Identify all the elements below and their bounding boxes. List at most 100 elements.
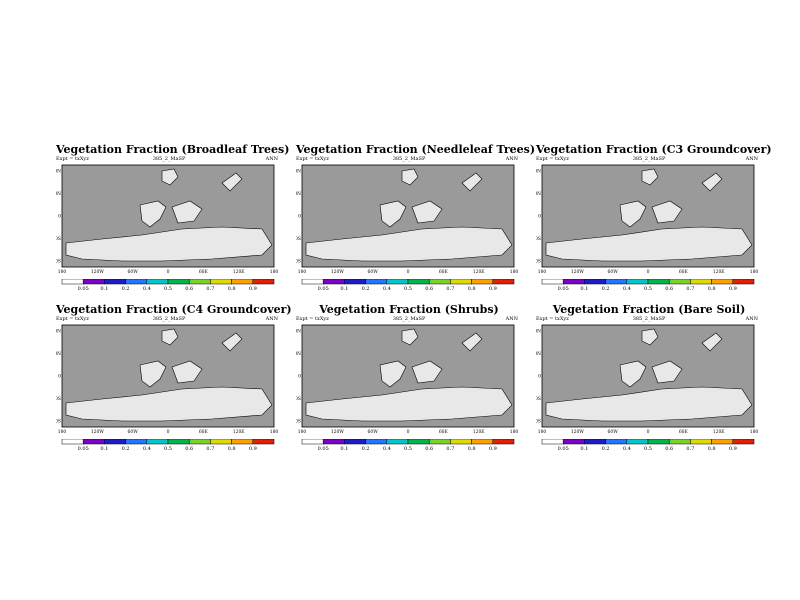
run-label: 385_2_MaSP	[392, 156, 426, 162]
colorbar: 0.05 0.1 0.2 0.4 0.5 0.6 0.7 0.8 0.9	[301, 279, 515, 292]
colorbar: 0.05 0.1 0.2 0.4 0.5 0.6 0.7 0.8 0.9	[61, 439, 275, 452]
colorbar-swatch	[562, 439, 585, 445]
y-tick-label: 40S	[296, 236, 301, 242]
x-tick-label: 0	[167, 269, 170, 275]
land-region	[171, 200, 203, 224]
colorbar-label: 0.05	[558, 286, 569, 292]
x-tick-label: 60W	[607, 429, 618, 435]
colorbar-label: 0.05	[78, 446, 89, 452]
colorbar-label: 0.5	[164, 446, 172, 452]
x-tick-label: 120W	[571, 269, 585, 275]
colorbar-swatch	[365, 279, 388, 285]
x-tick-label: 60W	[607, 269, 618, 275]
x-tick-label: 180	[750, 429, 759, 435]
land-region	[401, 328, 419, 346]
map-panel: Vegetation Fraction (Bare Soil) Expt = tx…	[536, 303, 762, 453]
y-tick-label: 40N	[536, 351, 541, 357]
x-tick-label: 60E	[439, 429, 448, 435]
colorbar-swatch	[492, 279, 515, 285]
colorbar-swatch	[711, 439, 734, 445]
run-label: 385_2_MaSP	[632, 316, 666, 322]
colorbar-swatch	[231, 439, 254, 445]
colorbar-label: 0.05	[78, 286, 89, 292]
y-tick-label: 80S	[536, 419, 541, 425]
x-tick-label: 180	[298, 429, 307, 435]
x-tick-label: 180	[58, 429, 67, 435]
colorbar-label: 0.8	[468, 286, 476, 292]
land-region	[65, 226, 273, 262]
panel-title: Vegetation Fraction (Shrubs)	[319, 303, 499, 316]
colorbar-swatch	[471, 439, 494, 445]
x-tick-label: 60E	[199, 429, 208, 435]
colorbar-swatch	[428, 279, 451, 285]
colorbar-swatch	[82, 279, 105, 285]
x-tick-label: 0	[167, 429, 170, 435]
experiment-label: Expt = txXyz	[56, 316, 89, 322]
colorbar-swatch	[492, 439, 515, 445]
land-region	[651, 200, 683, 224]
x-tick-label: 0	[407, 429, 410, 435]
colorbar-label: 0.6	[665, 446, 673, 452]
colorbar-label: 0.2	[362, 446, 370, 452]
colorbar-swatch	[626, 439, 649, 445]
colorbar-label: 0.8	[708, 446, 716, 452]
panel-title: Vegetation Fraction (C3 Groundcover)	[536, 143, 772, 156]
x-tick-label: 120E	[713, 429, 725, 435]
colorbar-swatch	[146, 439, 169, 445]
colorbar-swatch	[732, 439, 755, 445]
land-region	[379, 200, 407, 228]
colorbar-label: 0.1	[580, 286, 588, 292]
colorbar-label: 0.5	[644, 446, 652, 452]
colorbar-swatch	[407, 439, 430, 445]
colorbar-label: 0.2	[122, 446, 130, 452]
x-tick-label: 180	[510, 429, 519, 435]
colorbar-swatch	[471, 279, 494, 285]
x-tick-label: 0	[407, 269, 410, 275]
y-tick-label: 80N	[296, 169, 301, 175]
land-region	[65, 386, 273, 422]
colorbar-swatch	[322, 279, 345, 285]
land-region	[619, 200, 647, 228]
y-tick-label: 80S	[56, 259, 61, 265]
colorbar-label: 0.8	[468, 446, 476, 452]
y-tick-label: 0	[58, 214, 61, 220]
map-panel: Vegetation Fraction (C3 Groundcover) Expt…	[536, 143, 772, 293]
x-tick-label: 180	[510, 269, 519, 275]
colorbar-swatch	[584, 439, 606, 445]
x-tick-label: 60W	[367, 429, 378, 435]
x-tick-label: 0	[647, 269, 650, 275]
colorbar-swatch	[344, 439, 366, 445]
experiment-label: Expt = txXyz	[56, 156, 89, 162]
run-label: 385_2_MaSP	[392, 316, 426, 322]
colorbar-label: 0.7	[446, 286, 454, 292]
land-region	[139, 200, 167, 228]
panel-title: Vegetation Fraction (C4 Groundcover)	[56, 303, 292, 316]
colorbar-swatch	[301, 439, 324, 445]
colorbar: 0.05 0.1 0.2 0.4 0.5 0.6 0.7 0.8 0.9	[541, 279, 755, 292]
y-tick-label: 40S	[536, 236, 541, 242]
x-tick-label: 120E	[473, 429, 485, 435]
colorbar-label: 0.4	[623, 286, 631, 292]
season-label: ANN	[745, 316, 758, 322]
colorbar: 0.05 0.1 0.2 0.4 0.5 0.6 0.7 0.8 0.9	[541, 439, 755, 452]
colorbar-label: 0.05	[558, 446, 569, 452]
land-region	[461, 332, 483, 352]
colorbar-label: 0.9	[489, 286, 497, 292]
map-panel: Vegetation Fraction (Needleleaf Trees) Ex…	[296, 143, 535, 293]
colorbar-swatch	[210, 279, 232, 285]
colorbar-swatch	[188, 439, 211, 445]
colorbar-label: 0.4	[383, 446, 391, 452]
panel-title: Vegetation Fraction (Bare Soil)	[552, 303, 746, 316]
map-plot: 80N 40N 0 40S 80S 180 120W 60W 0 60E 120E 180	[296, 164, 519, 275]
y-tick-label: 40S	[56, 396, 61, 402]
colorbar-swatch	[104, 439, 126, 445]
land-region	[379, 360, 407, 388]
x-tick-label: 120W	[571, 429, 585, 435]
y-tick-label: 0	[298, 214, 301, 220]
land-region	[411, 360, 443, 384]
colorbar-label: 0.7	[686, 446, 694, 452]
colorbar-label: 0.9	[729, 286, 737, 292]
colorbar-swatch	[210, 439, 232, 445]
experiment-label: Expt = txXyz	[296, 156, 329, 162]
